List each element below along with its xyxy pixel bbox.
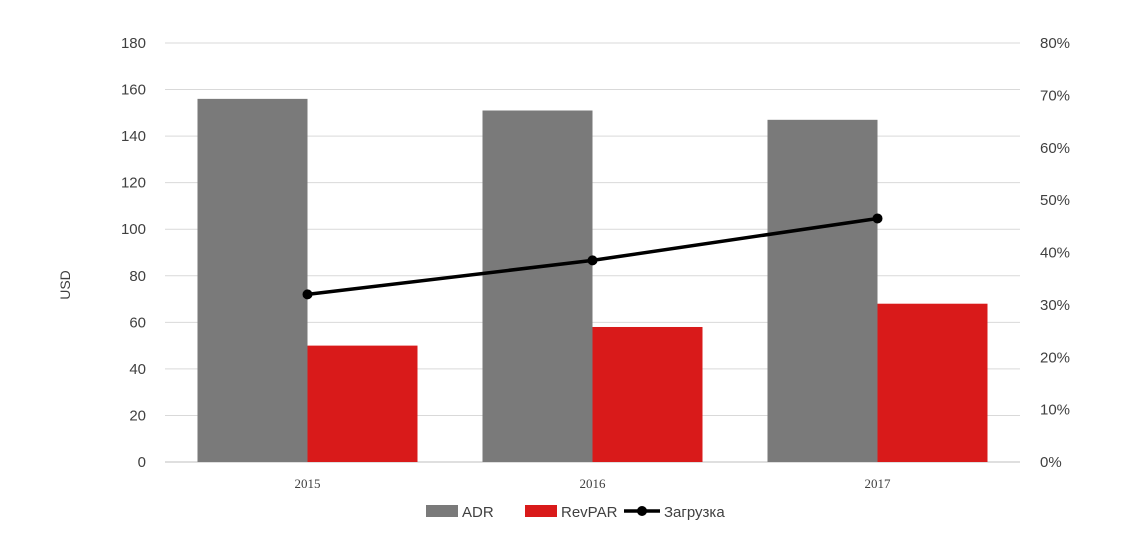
legend-line-marker [637, 506, 647, 516]
line-point [872, 213, 883, 224]
bars [197, 98, 988, 463]
y-tick-label: 100 [121, 221, 146, 238]
y2-tick-label: 70% [1040, 87, 1070, 104]
line-point [302, 289, 313, 300]
legend-swatch-adr [426, 505, 458, 517]
y-tick-label: 180 [121, 35, 146, 52]
y-tick-label: 80 [129, 268, 146, 285]
x-tick-label: 2016 [580, 476, 607, 491]
y-tick-label: 140 [121, 128, 146, 145]
y2-tick-label: 0% [1040, 454, 1062, 471]
legend: ADR RevPAR Загрузка [426, 504, 725, 521]
y2-tick-label: 10% [1040, 402, 1070, 419]
y2-tick-label: 80% [1040, 35, 1070, 52]
y-tick-label: 0 [138, 454, 146, 471]
y-tick-label: 60 [129, 314, 146, 331]
x-tick-label: 2015 [295, 476, 321, 491]
occupancy-line [302, 213, 883, 300]
y-tick-label: 160 [121, 82, 146, 99]
legend-swatch-revpar [525, 505, 557, 517]
bar-adr-2016 [482, 110, 593, 462]
line-point [587, 255, 598, 266]
legend-label: ADR [462, 504, 494, 521]
legend-label: RevPAR [561, 504, 618, 521]
y-tick-label: 40 [129, 361, 146, 378]
y-axis-right: 0% 10% 20% 30% 40% 50% 60% 70% 80% [1040, 35, 1070, 471]
y-axis-title: USD [57, 270, 73, 300]
y-tick-label: 120 [121, 175, 146, 192]
bar-adr-2015 [197, 98, 308, 462]
y2-tick-label: 20% [1040, 349, 1070, 366]
bar-adr-2017 [767, 119, 878, 463]
y2-tick-label: 50% [1040, 192, 1070, 209]
bar-revpar-2015 [307, 345, 418, 462]
y2-tick-label: 60% [1040, 140, 1070, 157]
bar-revpar-2017 [877, 303, 988, 462]
legend-label: Загрузка [664, 504, 725, 521]
y-axis-left: 0 20 40 60 80 100 120 140 160 180 [121, 35, 146, 471]
y2-tick-label: 40% [1040, 245, 1070, 262]
x-tick-label: 2017 [865, 476, 892, 491]
y-tick-label: 20 [129, 407, 146, 424]
y2-tick-label: 30% [1040, 297, 1070, 314]
bar-revpar-2016 [592, 326, 703, 462]
x-axis: 2015 2016 2017 [295, 476, 892, 491]
